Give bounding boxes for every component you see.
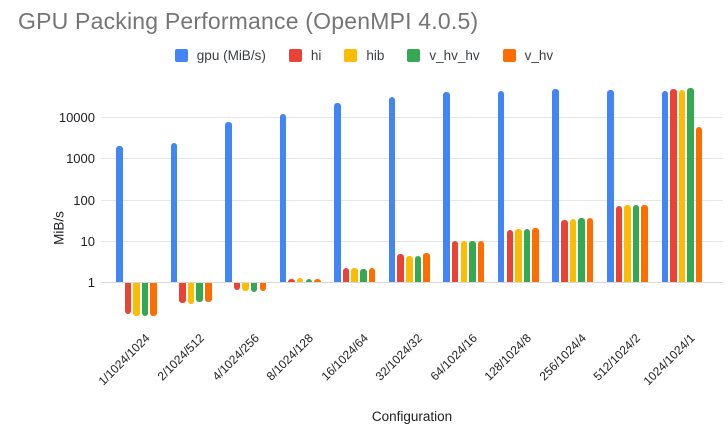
legend-swatch-icon [174, 48, 188, 62]
bar-v-hv-hv-512-1024-2 [632, 205, 640, 283]
bar-hib-16-1024-64 [351, 267, 358, 283]
bar-v-hv-4-1024-256 [259, 282, 267, 292]
x-tick-label-4-1024-256: 4/1024/256 [209, 331, 262, 384]
bar-v-hv-hv-2-1024-512 [196, 282, 203, 303]
y-tick-label-100: 100 [73, 192, 95, 208]
bar-v-hv-hv-1024-1024-1 [687, 87, 694, 283]
bar-hib-2-1024-512 [187, 282, 195, 305]
bar-v-hv-512-1024-2 [641, 204, 648, 283]
bar-v-hv-hv-32-1024-32 [414, 255, 422, 283]
bar-gpu-mib-s--4-1024-256 [225, 122, 232, 283]
bar-hib-8-1024-128 [296, 277, 304, 283]
x-tick-label-2-1024-512: 2/1024/512 [154, 331, 207, 384]
bar-hi-4-1024-256 [233, 282, 241, 291]
bar-hib-64-1024-16 [460, 241, 468, 283]
bar-v-hv-hv-1-1024-1024 [141, 282, 149, 317]
gridline-10000 [101, 117, 723, 119]
chart-title: GPU Packing Performance (OpenMPI 4.0.5) [18, 8, 479, 34]
bar-gpu-mib-s--128-1024-8 [497, 91, 505, 283]
bar-v-hv-hv-16-1024-64 [360, 269, 367, 283]
legend-label: hi [310, 47, 322, 63]
bar-v-hv-2-1024-512 [205, 282, 212, 303]
bar-v-hv-8-1024-128 [314, 278, 321, 283]
x-tick-label-16-1024-64: 16/1024/64 [318, 331, 371, 384]
bar-hi-16-1024-64 [342, 268, 350, 283]
gridline-1000 [101, 158, 723, 160]
y-tick-label-1: 1 [87, 275, 95, 290]
x-tick-label-8-1024-128: 8/1024/128 [263, 331, 317, 384]
legend-label: v_hv [524, 47, 554, 63]
bar-gpu-mib-s--1024-1024-1 [661, 91, 669, 283]
bar-hib-1024-1024-1 [678, 89, 686, 283]
bar-v-hv-16-1024-64 [368, 267, 376, 283]
legend-item-v-hv: v_hv [502, 47, 554, 63]
bar-v-hv-64-1024-16 [477, 241, 485, 283]
bar-hi-512-1024-2 [615, 206, 623, 283]
legend-label: v_hv_hv [429, 47, 480, 63]
legend-item-v-hv-hv: v_hv_hv [407, 47, 480, 63]
gridline-1 [101, 282, 723, 283]
bar-gpu-mib-s--64-1024-16 [443, 92, 450, 283]
bar-hi-128-1024-8 [506, 229, 513, 283]
bar-v-hv-hv-4-1024-256 [250, 282, 258, 292]
bar-hib-256-1024-4 [569, 218, 577, 283]
bar-v-hv-1-1024-1024 [150, 282, 157, 317]
bar-v-hv-hv-8-1024-128 [305, 279, 312, 283]
bar-gpu-mib-s--8-1024-128 [279, 113, 287, 283]
bar-gpu-mib-s--1-1024-1024 [116, 145, 123, 283]
legend: gpu (MiB/s) hi hib v_hv_hv v_hv [0, 47, 728, 63]
legend-item-gpu-mib-s-: gpu (MiB/s) [174, 47, 266, 63]
bar-v-hv-32-1024-32 [423, 253, 430, 283]
legend-swatch-icon [502, 48, 516, 62]
bar-gpu-mib-s--32-1024-32 [388, 96, 396, 283]
bar-hib-128-1024-8 [515, 228, 522, 283]
bar-v-hv-256-1024-4 [586, 217, 594, 283]
bar-hi-32-1024-32 [397, 254, 404, 283]
x-tick-label-64-1024-16: 64/1024/16 [427, 331, 480, 384]
gridline-10 [101, 240, 723, 242]
bar-v-hv-hv-64-1024-16 [469, 241, 476, 283]
legend-item-hib: hib [344, 48, 384, 63]
bar-hi-1-1024-1024 [124, 282, 132, 315]
bar-hi-64-1024-16 [451, 241, 459, 283]
bar-gpu-mib-s--2-1024-512 [170, 142, 178, 283]
x-tick-label-32-1024-32: 32/1024/32 [372, 331, 426, 384]
bar-hi-2-1024-512 [179, 282, 186, 303]
bar-gpu-mib-s--256-1024-4 [552, 88, 559, 283]
bar-v-hv-128-1024-8 [532, 228, 539, 283]
bar-hib-512-1024-2 [624, 205, 631, 283]
x-tick-label-256-1024-4: 256/1024/4 [536, 331, 589, 384]
bar-v-hv-hv-128-1024-8 [523, 228, 531, 283]
x-tick-label-1-1024-1024: 1/1024/1024 [95, 331, 153, 389]
bar-hi-256-1024-4 [561, 219, 568, 283]
x-tick-label-128-1024-8: 128/1024/8 [481, 331, 535, 384]
legend-item-hi: hi [288, 47, 322, 63]
y-tick-label-10: 10 [80, 233, 95, 249]
legend-label: hib [366, 47, 385, 63]
bar-gpu-mib-s--16-1024-64 [334, 102, 341, 283]
bar-hib-1-1024-1024 [133, 282, 140, 317]
legend-swatch-icon [344, 48, 358, 62]
bar-v-hv-hv-256-1024-4 [578, 218, 585, 283]
legend-label: gpu (MiB/s) [196, 47, 266, 63]
gridline-100 [101, 199, 723, 201]
y-tick-label-10000: 10000 [58, 110, 95, 126]
bar-hib-4-1024-256 [242, 282, 249, 292]
bar-hi-8-1024-128 [288, 278, 295, 283]
bar-hi-1024-1024-1 [670, 88, 677, 283]
x-tick-label-1024-1024-1: 1024/1024/1 [640, 331, 698, 389]
x-axis-title: Configuration [371, 409, 453, 424]
legend-swatch-icon [288, 48, 302, 62]
x-tick-label-512-1024-2: 512/1024/2 [590, 331, 644, 384]
bar-hib-32-1024-32 [406, 255, 413, 283]
legend-swatch-icon [407, 48, 421, 62]
y-tick-label-1000: 1000 [66, 151, 95, 167]
bar-v-hv-1024-1024-1 [695, 126, 703, 283]
bar-gpu-mib-s--512-1024-2 [607, 90, 614, 283]
